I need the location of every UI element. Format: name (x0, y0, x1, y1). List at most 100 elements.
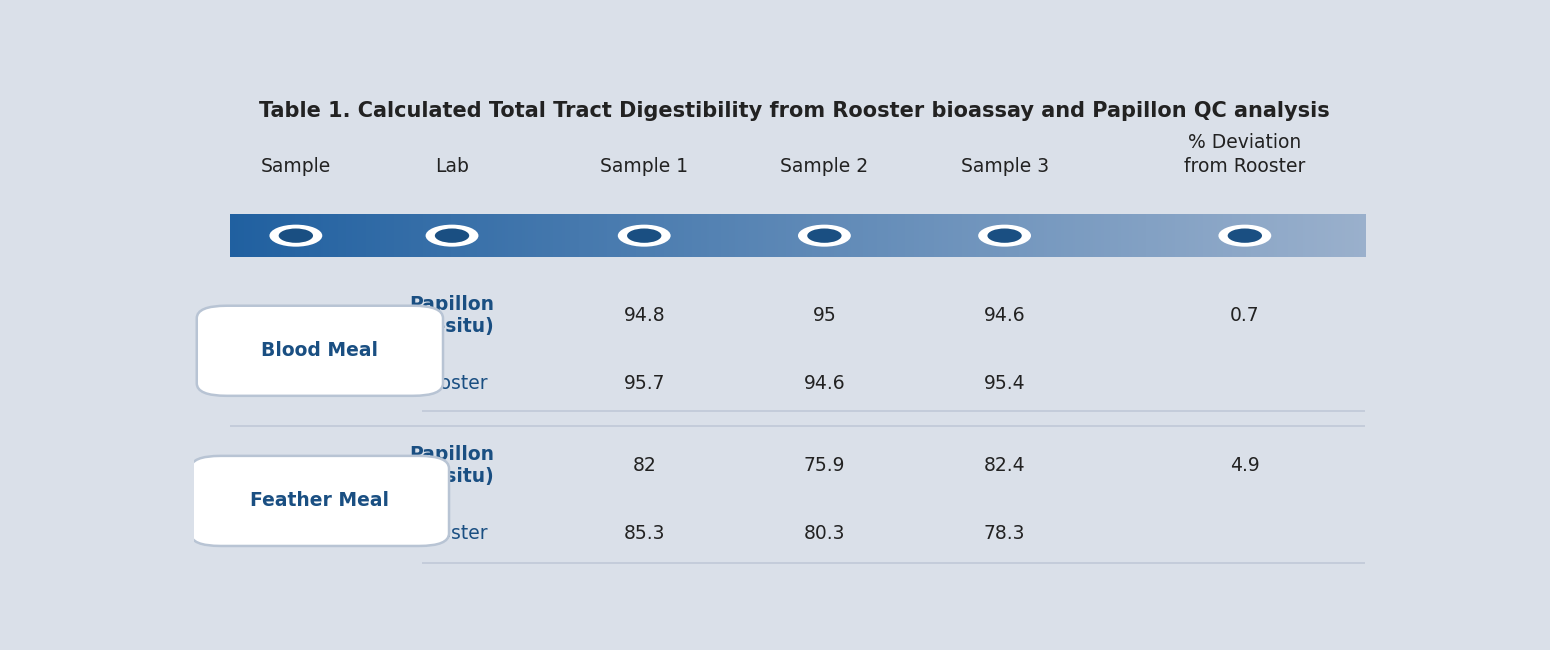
Bar (636, 214, 640, 257)
Bar (431, 214, 436, 257)
Bar (1345, 214, 1348, 257)
Bar (595, 214, 600, 257)
Bar (561, 214, 566, 257)
Bar (591, 214, 594, 257)
Bar (1066, 214, 1071, 257)
Bar (1178, 214, 1181, 257)
Bar (485, 214, 490, 257)
Bar (693, 214, 696, 257)
Circle shape (1218, 225, 1271, 246)
Bar (1268, 214, 1273, 257)
Bar (1200, 214, 1204, 257)
Bar (1283, 214, 1286, 257)
Bar (1130, 214, 1133, 257)
Bar (346, 214, 350, 257)
Bar (891, 214, 894, 257)
Bar (423, 214, 426, 257)
Bar (1052, 214, 1057, 257)
Bar (1048, 214, 1051, 257)
Text: Lab: Lab (436, 157, 470, 176)
Bar (970, 214, 975, 257)
Bar (1217, 214, 1221, 257)
Bar (581, 214, 586, 257)
Bar (834, 214, 839, 257)
Bar (1135, 214, 1139, 257)
Bar (1062, 214, 1065, 257)
Bar (780, 214, 784, 257)
Bar (315, 214, 319, 257)
Bar (919, 214, 924, 257)
Bar (1209, 214, 1214, 257)
Bar (513, 214, 518, 257)
Bar (928, 214, 932, 257)
Bar (1076, 214, 1079, 257)
Bar (1195, 214, 1198, 257)
Bar (673, 214, 676, 257)
Bar (710, 214, 713, 257)
Bar (460, 214, 463, 257)
Bar (1166, 214, 1170, 257)
Bar (570, 214, 575, 257)
Bar (253, 214, 257, 257)
Bar (746, 214, 750, 257)
Bar (1127, 214, 1130, 257)
Bar (649, 214, 654, 257)
Bar (933, 214, 938, 257)
FancyBboxPatch shape (191, 456, 450, 546)
Bar (942, 214, 946, 257)
Bar (1212, 214, 1215, 257)
Bar (684, 214, 688, 257)
Bar (301, 214, 305, 257)
Text: 82: 82 (632, 456, 656, 475)
Bar (1014, 214, 1017, 257)
Bar (380, 214, 384, 257)
Bar (953, 214, 958, 257)
Bar (542, 214, 546, 257)
Bar (335, 214, 339, 257)
Bar (273, 214, 276, 257)
Bar (959, 214, 963, 257)
Text: 95.7: 95.7 (623, 374, 665, 393)
Bar (1100, 214, 1105, 257)
Bar (560, 214, 563, 257)
Bar (846, 214, 849, 257)
Bar (1319, 214, 1324, 257)
Bar (812, 214, 815, 257)
Bar (366, 214, 370, 257)
Bar (243, 214, 248, 257)
Bar (687, 214, 691, 257)
Bar (574, 214, 577, 257)
Bar (874, 214, 877, 257)
Bar (256, 214, 259, 257)
Bar (1234, 214, 1238, 257)
Bar (715, 214, 719, 257)
Bar (806, 214, 811, 257)
Circle shape (436, 229, 470, 243)
Bar (474, 214, 477, 257)
Bar (939, 214, 944, 257)
Bar (786, 214, 790, 257)
Bar (1028, 214, 1031, 257)
Bar (406, 214, 409, 257)
Bar (752, 214, 756, 257)
Bar (598, 214, 603, 257)
Bar (471, 214, 474, 257)
Bar (1011, 214, 1014, 257)
Bar (375, 214, 378, 257)
Bar (426, 214, 429, 257)
Bar (1090, 214, 1094, 257)
Bar (1032, 214, 1037, 257)
Bar (533, 214, 538, 257)
Bar (645, 214, 648, 257)
Bar (389, 214, 392, 257)
Bar (1015, 214, 1020, 257)
Bar (327, 214, 330, 257)
Bar (477, 214, 480, 257)
Text: 95.4: 95.4 (984, 374, 1026, 393)
Text: % Deviation
from Rooster: % Deviation from Rooster (1184, 133, 1305, 176)
Bar (324, 214, 327, 257)
Bar (360, 214, 364, 257)
Bar (1359, 214, 1364, 257)
Bar (1336, 214, 1341, 257)
Text: 75.9: 75.9 (803, 456, 845, 475)
